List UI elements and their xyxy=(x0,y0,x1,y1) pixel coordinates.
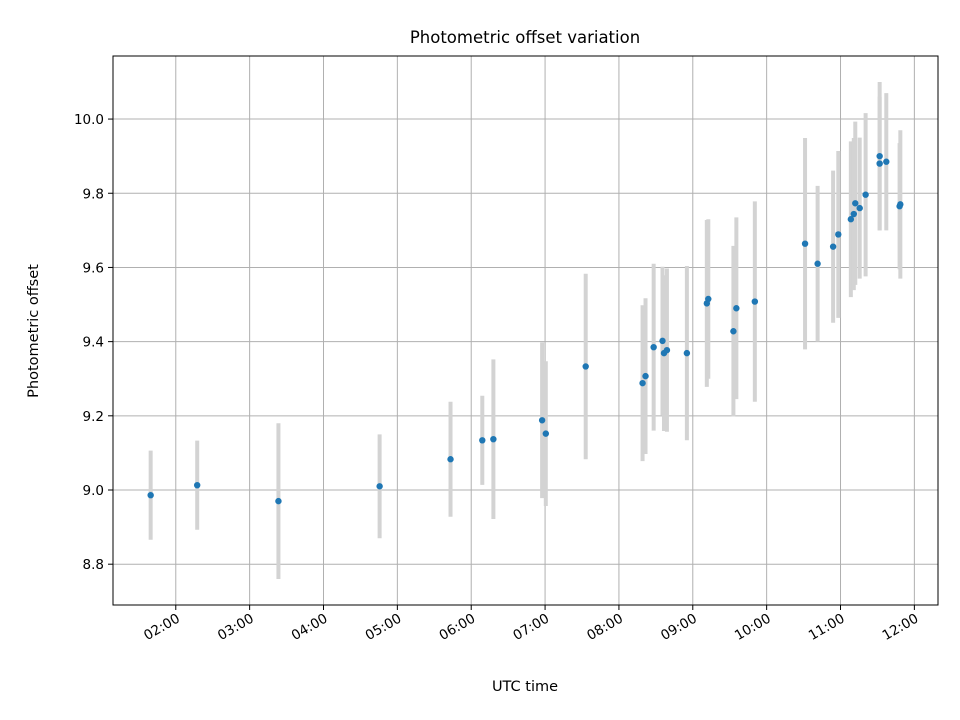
data-points xyxy=(147,152,904,505)
data-point xyxy=(896,203,903,210)
y-tick-label: 9.8 xyxy=(83,186,104,202)
data-point xyxy=(663,346,671,354)
data-point xyxy=(275,497,282,505)
data-point xyxy=(852,200,859,207)
data-point xyxy=(447,456,454,463)
y-tick-label: 8.8 xyxy=(83,557,104,573)
data-point xyxy=(829,243,837,250)
data-point xyxy=(479,437,486,444)
data-point xyxy=(850,210,858,218)
data-point xyxy=(801,240,809,247)
data-point xyxy=(642,372,649,380)
y-tick-label: 9.6 xyxy=(83,260,104,276)
y-axis-ticks: 8.8 9.0 9.2 9.4 9.6 9.8 10.0 xyxy=(74,112,113,573)
data-point xyxy=(538,417,546,424)
data-point xyxy=(876,152,883,160)
data-point xyxy=(730,328,737,335)
data-point xyxy=(542,430,550,437)
data-point xyxy=(751,298,759,305)
data-point xyxy=(650,343,657,351)
data-point xyxy=(733,305,740,312)
y-tick-label: 9.4 xyxy=(83,335,104,351)
y-tick-label: 9.0 xyxy=(83,483,104,499)
data-point xyxy=(639,379,646,387)
data-point xyxy=(705,295,712,303)
data-point xyxy=(862,191,869,198)
data-point xyxy=(847,216,855,223)
data-point xyxy=(814,260,821,267)
data-point xyxy=(659,337,666,345)
data-point xyxy=(582,363,589,370)
grid xyxy=(113,56,938,605)
data-point xyxy=(883,158,890,165)
data-point xyxy=(147,492,154,499)
plot-frame xyxy=(112,55,939,606)
y-tick-label: 10.0 xyxy=(74,112,104,128)
chart-title: Photometric offset variation xyxy=(410,28,640,47)
data-point xyxy=(856,204,863,212)
data-point xyxy=(376,483,383,490)
y-axis-label: Photometric offset xyxy=(26,264,42,398)
data-point xyxy=(835,231,842,238)
y-tick-label: 9.2 xyxy=(83,409,104,425)
data-point xyxy=(193,481,201,489)
data-point xyxy=(683,349,691,357)
x-axis-label: UTC time xyxy=(492,679,558,695)
data-point xyxy=(876,160,883,167)
data-point xyxy=(490,435,497,443)
